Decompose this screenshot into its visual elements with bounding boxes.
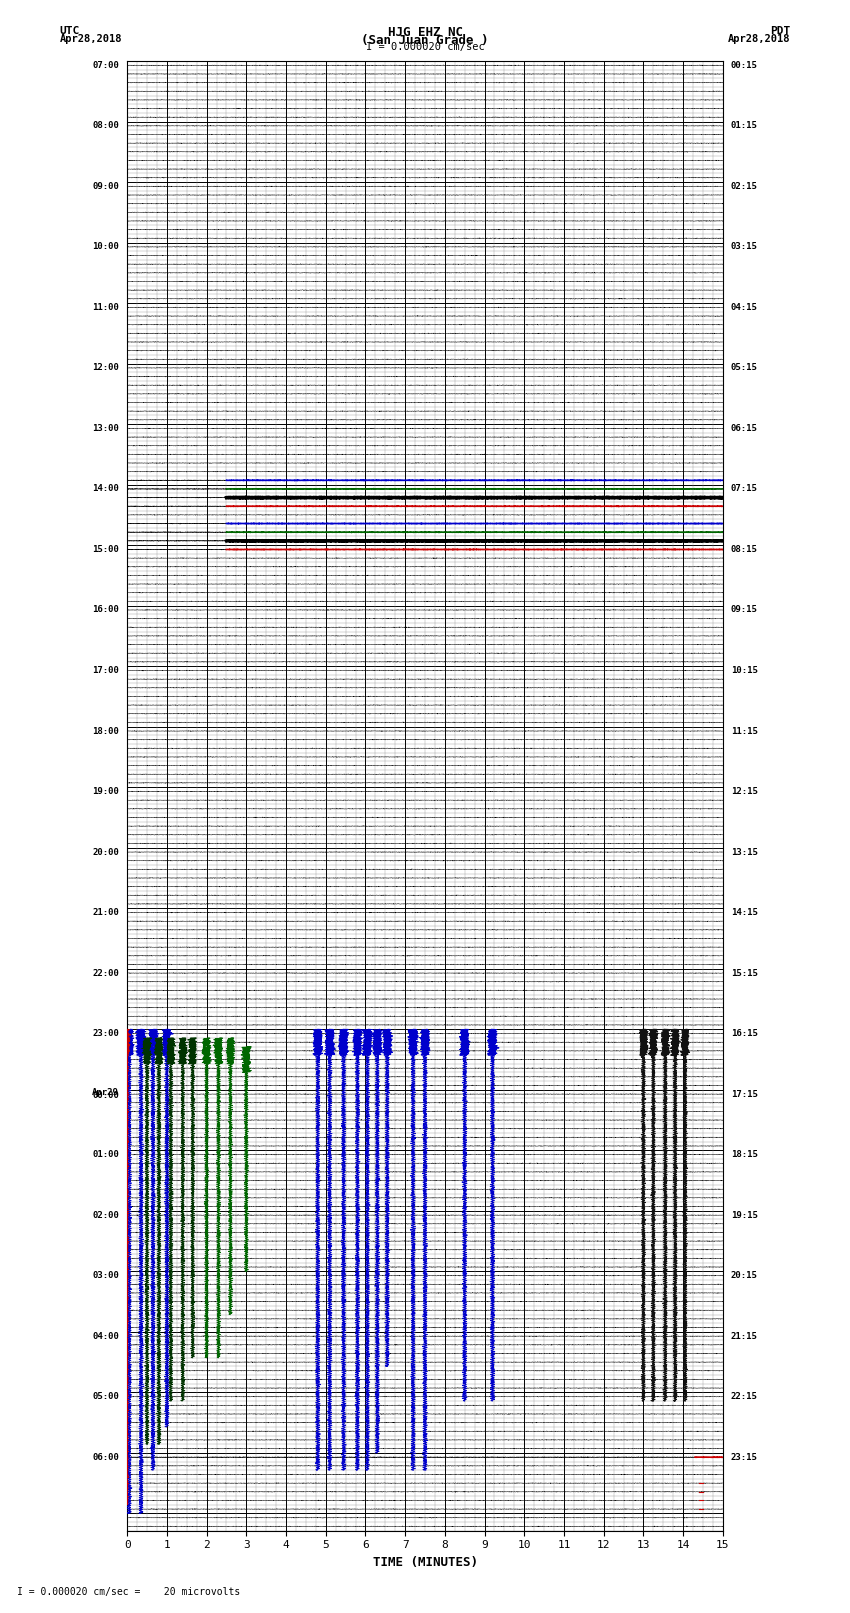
Text: 03:00: 03:00: [93, 1271, 119, 1281]
Text: 14:15: 14:15: [731, 908, 757, 918]
Text: 03:15: 03:15: [731, 242, 757, 252]
Text: 06:15: 06:15: [731, 424, 757, 432]
Text: HJG EHZ NC: HJG EHZ NC: [388, 26, 462, 39]
Text: 19:15: 19:15: [731, 1211, 757, 1219]
Text: 01:00: 01:00: [93, 1150, 119, 1160]
Text: 23:00: 23:00: [93, 1029, 119, 1039]
Text: 08:00: 08:00: [93, 121, 119, 131]
Text: 16:15: 16:15: [731, 1029, 757, 1039]
Text: 01:15: 01:15: [731, 121, 757, 131]
Text: Apr29: Apr29: [93, 1087, 119, 1097]
Text: 10:15: 10:15: [731, 666, 757, 674]
Text: 08:15: 08:15: [731, 545, 757, 553]
Text: 00:15: 00:15: [731, 61, 757, 69]
Text: PDT: PDT: [770, 26, 790, 35]
Text: 12:00: 12:00: [93, 363, 119, 373]
Text: 22:15: 22:15: [731, 1392, 757, 1402]
Text: 02:00: 02:00: [93, 1211, 119, 1219]
Text: 23:15: 23:15: [731, 1453, 757, 1461]
Text: UTC: UTC: [60, 26, 80, 35]
Text: 07:00: 07:00: [93, 61, 119, 69]
Text: 18:15: 18:15: [731, 1150, 757, 1160]
Text: 10:00: 10:00: [93, 242, 119, 252]
Text: 16:00: 16:00: [93, 605, 119, 615]
Text: 13:15: 13:15: [731, 847, 757, 857]
Text: 20:15: 20:15: [731, 1271, 757, 1281]
Text: 15:15: 15:15: [731, 968, 757, 977]
Text: 07:15: 07:15: [731, 484, 757, 494]
Text: 05:00: 05:00: [93, 1392, 119, 1402]
Text: Apr28,2018: Apr28,2018: [60, 34, 122, 44]
Text: 18:00: 18:00: [93, 726, 119, 736]
Text: 04:15: 04:15: [731, 303, 757, 311]
Text: 02:15: 02:15: [731, 182, 757, 190]
Text: 20:00: 20:00: [93, 847, 119, 857]
Text: 15:00: 15:00: [93, 545, 119, 553]
Text: 12:15: 12:15: [731, 787, 757, 797]
Text: I = 0.000020 cm/sec: I = 0.000020 cm/sec: [366, 42, 484, 52]
Text: 00:00: 00:00: [93, 1092, 119, 1100]
Text: 17:00: 17:00: [93, 666, 119, 674]
Text: 11:15: 11:15: [731, 726, 757, 736]
Text: 13:00: 13:00: [93, 424, 119, 432]
Text: 11:00: 11:00: [93, 303, 119, 311]
Text: 09:15: 09:15: [731, 605, 757, 615]
Text: 06:00: 06:00: [93, 1453, 119, 1461]
Text: 17:15: 17:15: [731, 1090, 757, 1098]
Text: 21:15: 21:15: [731, 1332, 757, 1340]
Text: 14:00: 14:00: [93, 484, 119, 494]
Text: 04:00: 04:00: [93, 1332, 119, 1340]
Text: (San Juan Grade ): (San Juan Grade ): [361, 34, 489, 47]
X-axis label: TIME (MINUTES): TIME (MINUTES): [372, 1557, 478, 1569]
Text: I = 0.000020 cm/sec =    20 microvolts: I = 0.000020 cm/sec = 20 microvolts: [17, 1587, 241, 1597]
Text: 21:00: 21:00: [93, 908, 119, 918]
Text: 22:00: 22:00: [93, 968, 119, 977]
Text: 09:00: 09:00: [93, 182, 119, 190]
Text: 19:00: 19:00: [93, 787, 119, 797]
Text: Apr28,2018: Apr28,2018: [728, 34, 791, 44]
Text: 05:15: 05:15: [731, 363, 757, 373]
